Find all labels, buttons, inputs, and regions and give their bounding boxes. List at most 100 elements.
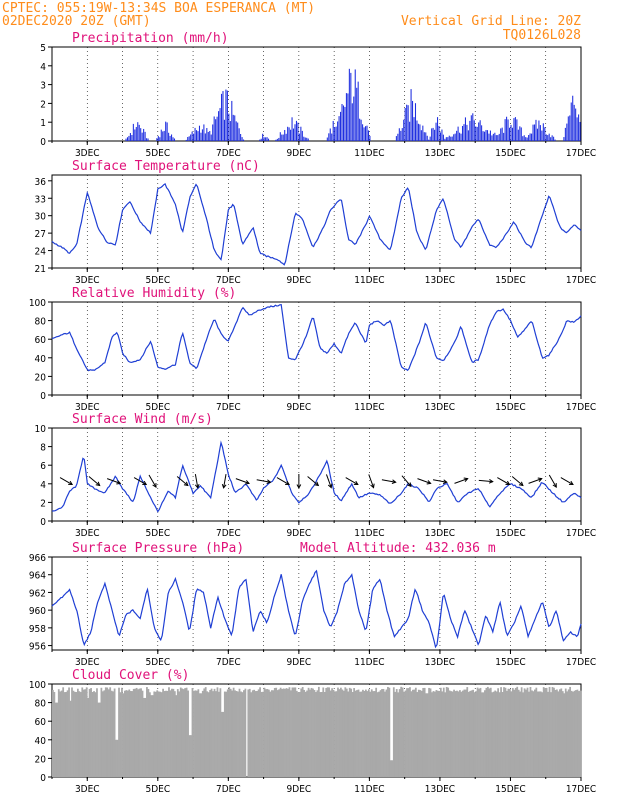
cloud-bar [498, 692, 501, 777]
wind-arrow-head [314, 481, 320, 487]
precip-bar [545, 134, 547, 141]
cloud-bar [523, 688, 526, 777]
precip-bar [300, 126, 302, 141]
precip-bar [363, 127, 365, 141]
cloud-bar [394, 691, 397, 777]
cloud-bar [335, 691, 338, 777]
cloud-bar [304, 691, 307, 777]
pressure-xtick-label: 11DEC [354, 657, 384, 668]
cloud-bar [398, 689, 401, 777]
precip-bar [422, 125, 424, 141]
cloud-bar [301, 687, 304, 777]
precip-bar [173, 138, 176, 141]
cloud-bar [153, 691, 156, 777]
cloud-bar [409, 687, 411, 777]
humidity-xtick-label: 3DEC [75, 402, 100, 413]
cloud-bar [97, 702, 100, 777]
cloud-bar [190, 735, 192, 777]
cloud-bar [176, 689, 179, 777]
cloud-bar [503, 687, 505, 777]
cloud-bar [270, 690, 273, 777]
cloud-cover-ytick-label: 40 [35, 736, 47, 747]
cloud-bar [288, 687, 291, 777]
cloud-bar [154, 691, 157, 777]
cloud-bar [522, 692, 524, 777]
cloud-bar [141, 690, 144, 777]
precip-bar [539, 125, 541, 141]
precip-bar [188, 136, 190, 141]
wind-arrow [59, 477, 74, 486]
cloud-bar [385, 689, 388, 777]
cloud-bar [325, 687, 328, 777]
cloud-bar [175, 695, 178, 777]
precip-bar [172, 137, 174, 141]
precip-bar [431, 128, 433, 141]
precip-bar [450, 136, 452, 141]
cloud-bar [213, 688, 216, 777]
cloud-bar [218, 691, 220, 777]
cloud-bar [539, 691, 542, 777]
precip-bar [563, 137, 565, 141]
pressure-ytick-label: 966 [29, 553, 46, 564]
cloud-bar [387, 686, 389, 777]
cloud-bar [228, 687, 231, 777]
cloud-bar [337, 687, 339, 777]
cloud-bar [389, 760, 392, 777]
precip-bar [523, 135, 525, 141]
cloud-bar [492, 691, 495, 777]
cloud-bar [416, 692, 419, 777]
cloud-bar [309, 689, 311, 777]
humidity-title: Relative Humidity (%) [72, 286, 236, 301]
cloud-bar [193, 690, 195, 777]
humidity-xtick-label: 15DEC [495, 402, 525, 413]
cloud-bar [479, 687, 482, 777]
wind-xtick-label: 11DEC [354, 528, 384, 539]
precip-bar [364, 126, 367, 141]
precip-bar [460, 133, 462, 141]
cloud-bar [72, 690, 75, 777]
wind-arrow-shaft [368, 474, 375, 488]
cloud-bar [306, 690, 308, 777]
humidity-ytick-label: 100 [29, 298, 46, 309]
precip-bar [332, 120, 334, 141]
cloud-bar [382, 688, 385, 777]
precip-bar [262, 133, 264, 141]
precip-bar [542, 123, 544, 141]
cloud-bar [461, 690, 464, 777]
temperature-xtick-label: 15DEC [495, 275, 525, 286]
wind-arrow-head [95, 481, 101, 487]
cloud-bar [334, 691, 336, 777]
cloud-bar [66, 690, 69, 777]
precip-bar [276, 138, 278, 141]
precip-bar [429, 136, 431, 141]
cloud-bar [436, 690, 439, 777]
cloud-bar [331, 688, 333, 777]
cloud-bar [541, 692, 544, 777]
pressure-frame [51, 556, 582, 651]
cloud-bar [201, 690, 204, 777]
precip-bar [362, 124, 364, 141]
cloud-bar [535, 687, 538, 777]
pressure-xtick-label: 9DEC [287, 657, 312, 668]
precip-bar [235, 121, 237, 141]
temperature-ytick-label: 27 [35, 229, 46, 240]
cloud-cover-xtick-label: 7DEC [216, 784, 241, 795]
precip-bar [220, 93, 223, 141]
wind-arrow-head [391, 479, 397, 484]
precip-bar [357, 81, 359, 141]
cloud-bar [432, 691, 435, 777]
wind-arrow [148, 474, 157, 488]
cloud-bar [215, 691, 217, 777]
precip-bar [241, 137, 243, 141]
cloud-bar [459, 690, 461, 777]
cloud-bar [216, 687, 219, 777]
cloud-bar [171, 688, 173, 777]
wind-arrow-head [463, 477, 469, 482]
cloud-bar [268, 689, 270, 777]
precip-bar [456, 130, 458, 141]
cloud-bar [489, 687, 492, 777]
precip-bar [344, 106, 346, 141]
precip-bar [342, 105, 345, 141]
cloud-bar [488, 688, 491, 777]
cloud-bar [140, 688, 142, 777]
